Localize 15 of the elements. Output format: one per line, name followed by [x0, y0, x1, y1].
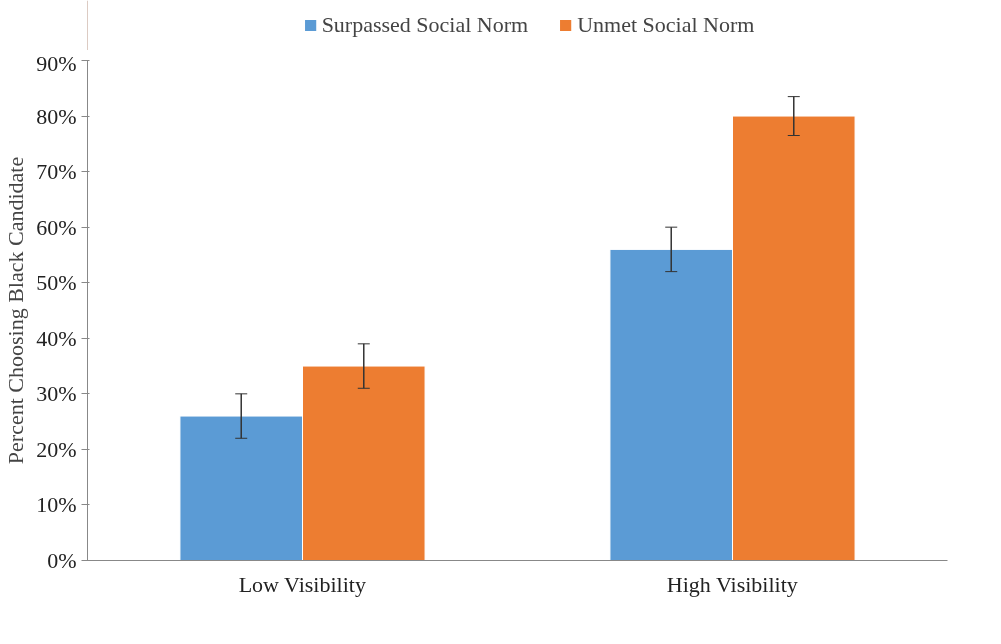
y-tick-label: 90% [36, 50, 77, 76]
y-tick-label: 60% [36, 214, 77, 240]
y-tick-label: 50% [36, 270, 77, 296]
y-tick-label: 40% [36, 325, 77, 351]
y-tick-label: 10% [36, 492, 77, 518]
y-tick-label: 20% [36, 436, 77, 462]
x-tick-label: High Visibility [666, 571, 798, 597]
y-axis-title: Percent Choosing Black Candidate [3, 156, 29, 465]
x-tick-label: Low Visibility [238, 571, 366, 597]
y-tick-label: 0% [47, 548, 77, 573]
y-tick-label: 80% [36, 103, 77, 129]
y-tick-label: 70% [36, 159, 77, 185]
legend-label: Surpassed Social Norm [321, 12, 529, 38]
legend-label: Unmet Social Norm [577, 12, 755, 38]
y-tick-label: 30% [36, 381, 77, 407]
